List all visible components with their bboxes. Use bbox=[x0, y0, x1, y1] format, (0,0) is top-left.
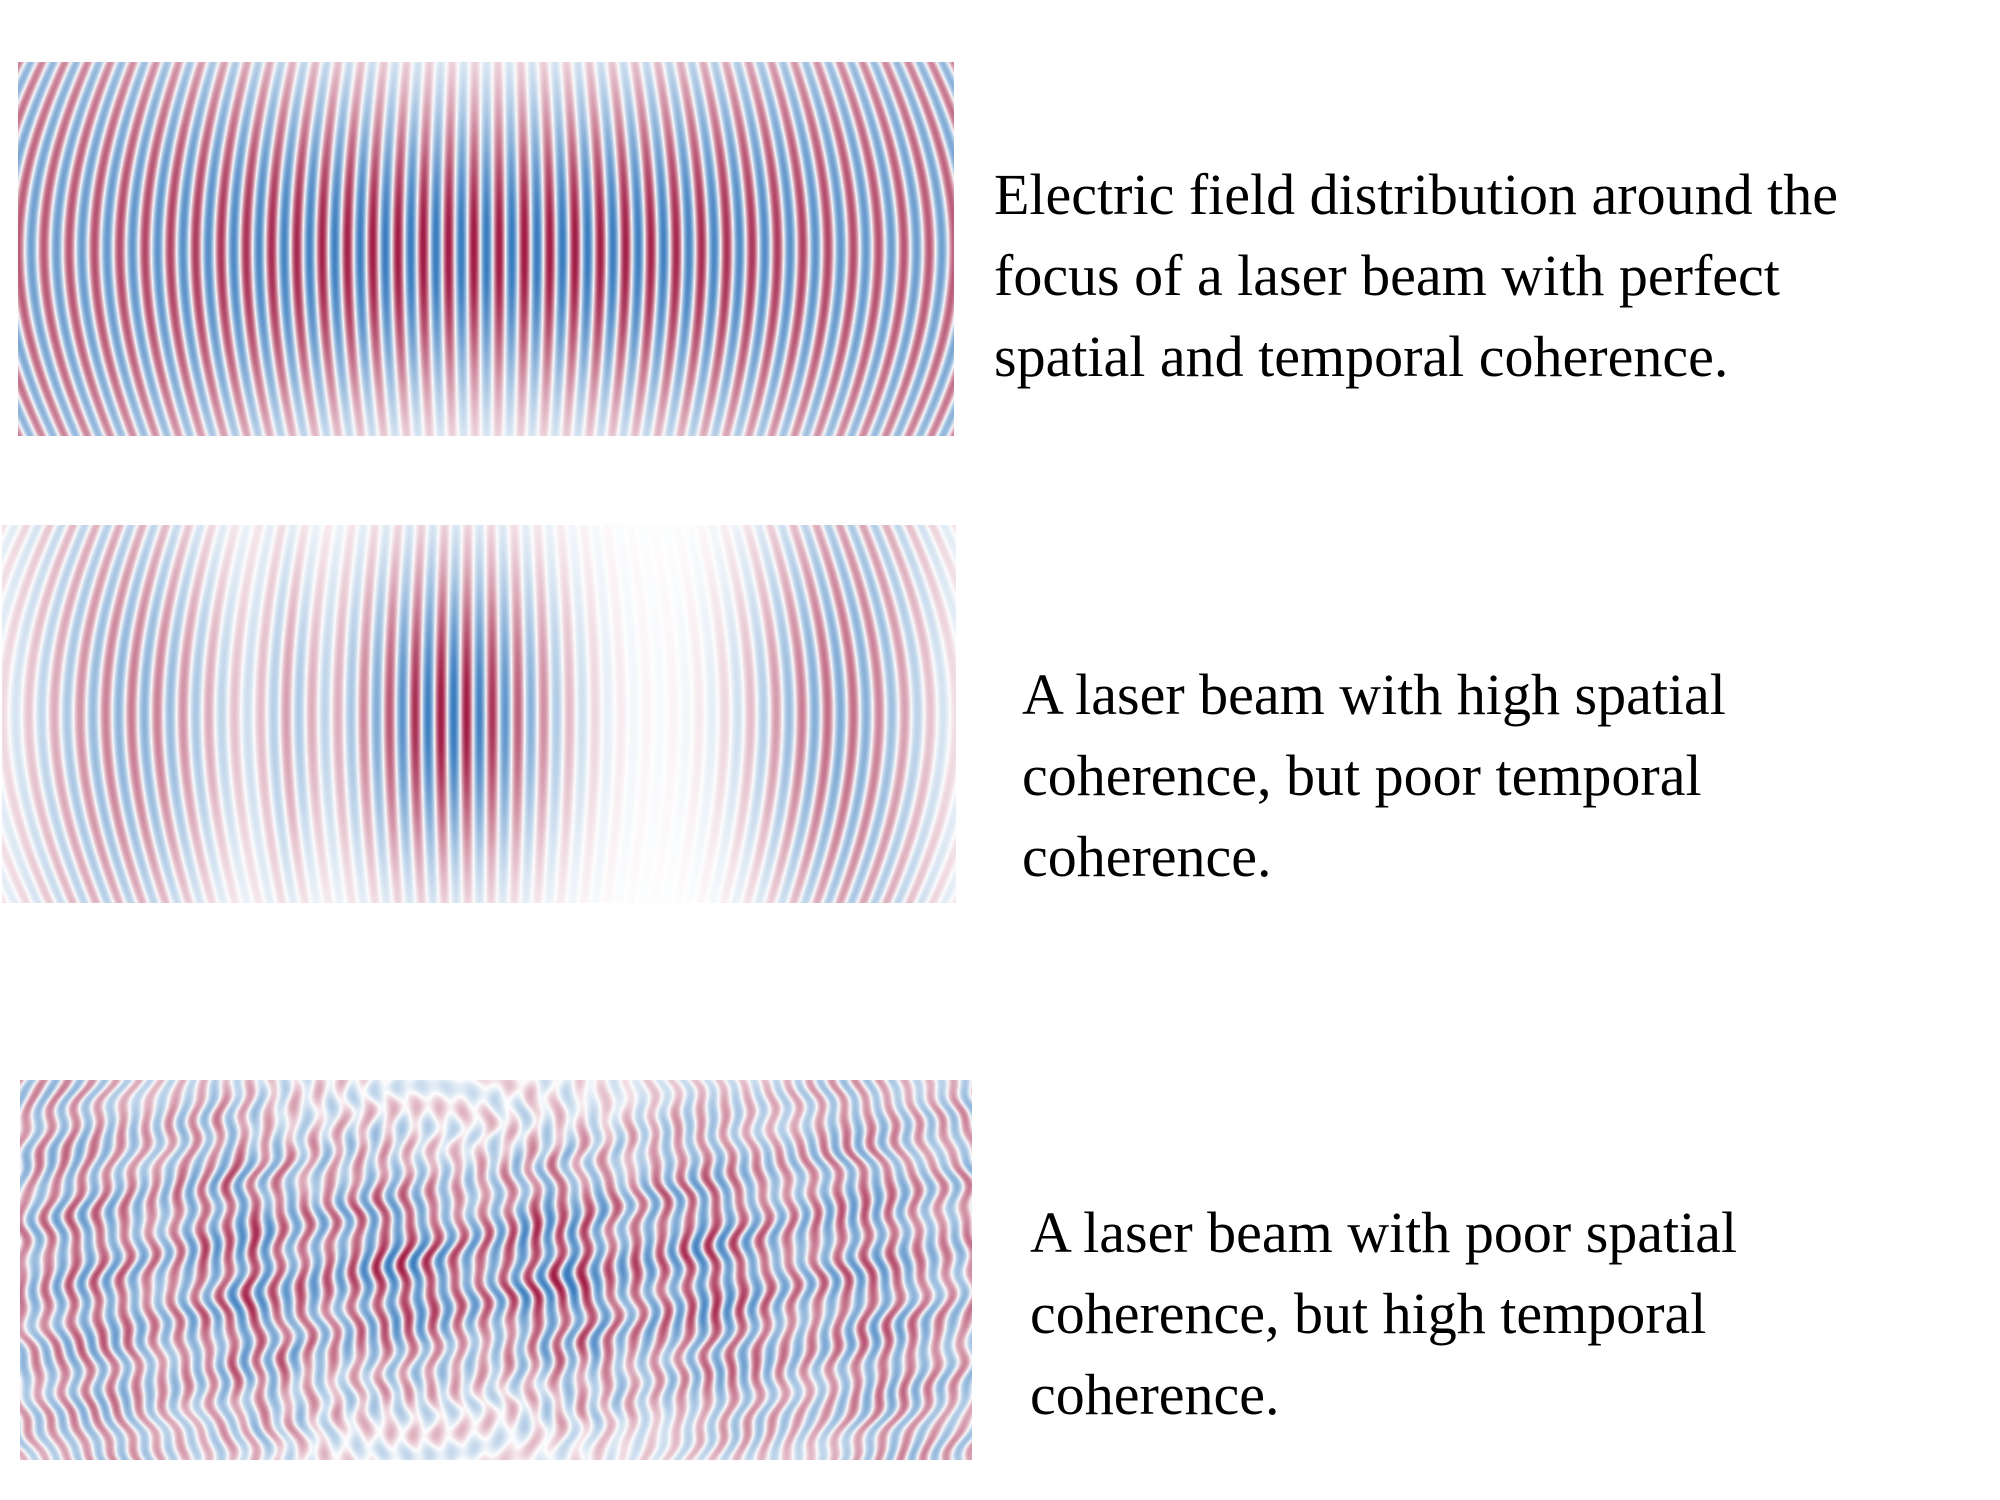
caption-line: coherence. bbox=[1030, 1362, 1280, 1427]
caption-line: coherence, but poor temporal bbox=[1022, 743, 1702, 808]
caption-line: Electric field distribution around the bbox=[994, 162, 1838, 227]
caption-line: spatial and temporal coherence. bbox=[994, 324, 1729, 389]
caption-line: focus of a laser beam with perfect bbox=[994, 243, 1780, 308]
caption-poor-spatial-coherence: A laser beam with poor spatial coherence… bbox=[1030, 1192, 1737, 1435]
caption-poor-temporal-coherence: A laser beam with high spatial coherence… bbox=[1022, 654, 1726, 897]
field-map-poor-temporal-coherence bbox=[2, 525, 956, 903]
caption-line: A laser beam with poor spatial bbox=[1030, 1200, 1738, 1265]
field-map-poor-spatial-coherence bbox=[20, 1080, 972, 1460]
caption-perfect-coherence: Electric field distribution around the f… bbox=[994, 154, 1838, 397]
caption-line: coherence, but high temporal bbox=[1030, 1281, 1707, 1346]
caption-line: coherence. bbox=[1022, 824, 1272, 889]
field-map-perfect-coherence bbox=[18, 62, 954, 436]
caption-line: A laser beam with high spatial bbox=[1022, 662, 1726, 727]
